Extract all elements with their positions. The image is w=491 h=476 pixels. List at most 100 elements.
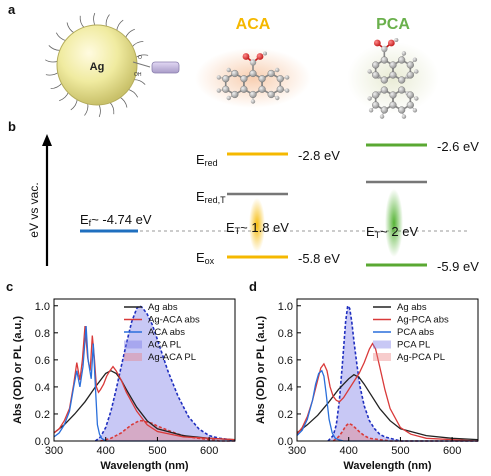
hydrogen-atom [368,108,374,113]
x-tick-label: 600 [443,445,461,457]
panel-a-label: a [8,2,16,17]
carbon-atom [380,76,388,84]
energy-axis-label: eV vs vac. [27,182,41,237]
ered-label: Ered [196,152,218,168]
ligand-hair [55,32,67,42]
hydrogen-atom [379,114,385,119]
legend-entry: PCA PL [373,340,430,351]
ligand-block [151,61,180,74]
hydrogen-atom [284,88,290,93]
y-tick-label: 0.2 [278,409,293,421]
aca-ered-value: -2.8 eV [298,148,340,163]
carbon-atom [406,71,414,79]
y-tick-label: 0.2 [35,409,50,421]
ag-nanoparticle: Ag O OH [45,12,180,118]
legend-label: Ag-PCA abs [397,315,449,326]
ligand-hair [109,101,115,115]
series-line-ag-abs [296,373,479,441]
energy-axis-arrowhead [42,134,52,146]
legend-swatch [124,353,142,361]
y-tick-label: 0.6 [35,355,50,367]
hydrogen-atom [414,69,419,74]
ligand-hair [133,79,146,85]
series-line-pca-abs [296,369,478,442]
carbon-atom [249,90,257,99]
carbon-atom [231,90,239,99]
carbon-atom [398,56,406,64]
y-tick-label: 0.0 [35,436,50,448]
legend-label: Ag abs [148,302,178,313]
aca-triplet-glow [249,198,265,252]
hydrogen-atom [275,95,280,101]
series-fill-aca-pl [95,305,236,441]
carbon-atom [381,45,388,53]
hydrogen-atom [414,96,419,101]
ligand-hair [131,40,144,48]
hydrogen-atom [401,51,407,56]
ag-label: Ag [90,61,105,73]
panel-d-chart: d 300 400 500 600 0.0 0.2 0.4 0.6 0.8 1.0 Wavelengt… [249,279,479,472]
plot-frame [53,298,236,442]
hydrogen-atom [275,67,280,73]
legend-label: Ag-PCA PL [397,352,445,363]
ligand-hair [93,12,96,27]
carbon-atom [380,86,388,94]
ligand-hair [70,98,78,111]
ligand-o2-label: OH [134,72,142,78]
hydrogen-atom [226,67,231,73]
y-axis-label: Abs (OD) or PL (a.u.) [255,316,267,424]
legend-entry: Ag abs [124,302,178,313]
carbon-atom [398,76,406,84]
carbon-atom [372,101,380,109]
legend-entry: Ag abs [373,302,427,313]
pca-eox-value: -5.9 eV [437,259,479,274]
aca-et-label: ET~ 1.8 eV [226,220,289,236]
hydrogen-atom [401,114,407,119]
ligand-hair [45,71,59,76]
carbon-atom [380,56,388,64]
aca-molecule [195,48,311,108]
y-tick-label: 0.6 [278,355,293,367]
oxygen-atom [373,39,381,47]
x-tick-label: 300 [288,445,306,457]
carbon-atom [372,71,380,79]
ligand-hair [127,88,139,98]
hydrogen-atom [412,108,418,113]
carbon-atom [389,101,397,109]
carbon-atom [240,75,248,83]
series-line-ag-pca-abs [296,342,479,442]
eox-label: Eox [196,250,215,266]
legend-entry: ACA abs [124,327,185,338]
hydrogen-atom [367,69,372,74]
carbon-atom [380,106,388,114]
carbon-atom [231,69,239,78]
y-tick-label: 1.0 [35,301,50,313]
x-tick-label: 600 [200,445,218,457]
legend-entry: Ag-ACA abs [124,315,200,326]
aca-eox-value: -5.8 eV [298,251,340,266]
legend-label: PCA abs [397,327,434,338]
hydrogen-atom [394,38,399,42]
carbon-atom [406,91,414,99]
hydrogen-atom [216,75,222,80]
x-tick-label: 300 [45,445,63,457]
hydrogen-atom [226,95,231,101]
legend-entry: Ag-PCA abs [373,315,449,326]
carbon-atom [249,59,257,66]
legend-entry: Ag-PCA PL [373,352,445,363]
legend-label: Ag abs [397,302,427,313]
ligand-hair [59,91,70,102]
pca-title: PCA [376,16,410,33]
fermi-label: Ef~ -4.74 eV [80,212,152,228]
carbon-atom [267,90,275,99]
panel-b: b eV vs vac. Ef~ -4.74 eV Ered -2.8 eV E… [8,119,479,274]
ligand-hair [84,102,89,116]
series-line-aca-abs [53,325,235,442]
carbon-atom [372,91,380,99]
x-tick-label: 400 [97,445,115,457]
series-line-ag-aca-abs [53,325,236,441]
legend-label: PCA PL [397,340,430,351]
legend-label: Ag-ACA abs [148,315,200,326]
legend-swatch [373,353,391,361]
